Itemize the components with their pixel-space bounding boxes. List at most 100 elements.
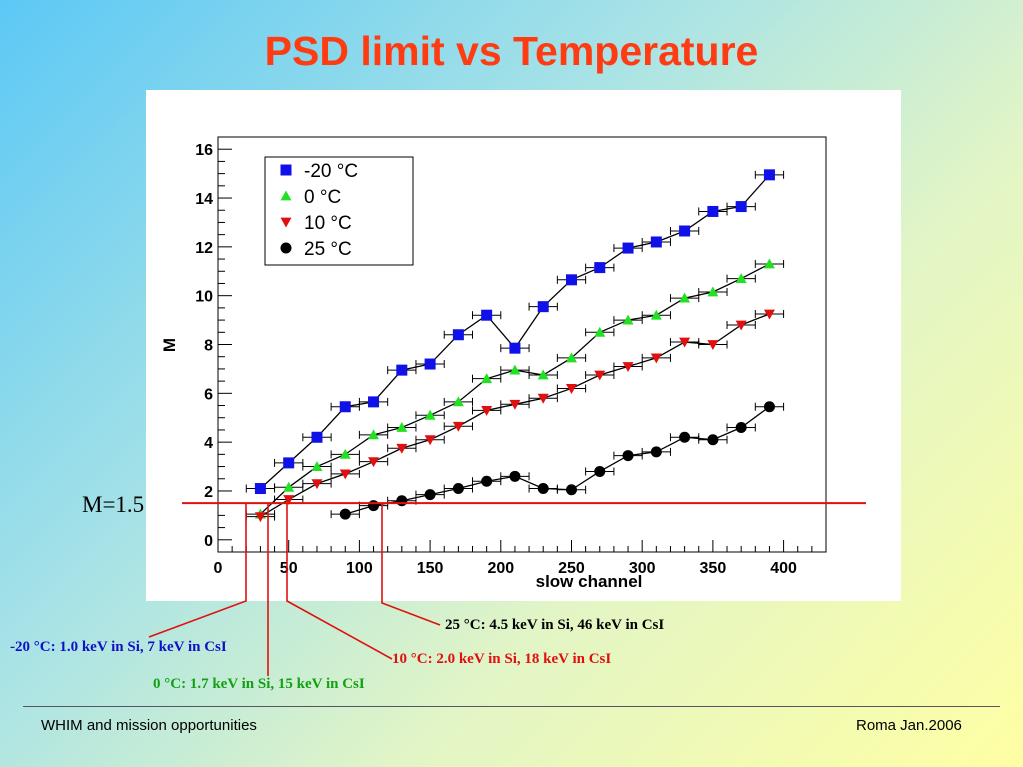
data-point: [707, 205, 719, 217]
data-point: [594, 370, 606, 381]
x-tick-label: 100: [346, 560, 373, 577]
data-point: [339, 508, 351, 520]
data-point: [537, 483, 549, 495]
data-point: [537, 369, 549, 380]
annotation-minus20: -20 °C: 1.0 keV in Si, 7 keV in CsI: [10, 639, 227, 655]
data-point: [280, 164, 292, 176]
data-point: [679, 337, 691, 348]
data-point: [594, 326, 606, 337]
data-point: [594, 262, 606, 274]
annotation-zero: 0 °C: 1.7 keV in Si, 15 keV in CsI: [153, 676, 365, 692]
x-tick-label: 350: [700, 560, 727, 577]
x-axis-label: slow channel: [536, 572, 643, 591]
data-point: [622, 362, 634, 372]
data-point: [481, 373, 493, 384]
data-point: [763, 401, 775, 413]
leader-twentyfive: [381, 503, 441, 626]
data-point: [679, 225, 691, 237]
series-20Cc: [245, 169, 785, 495]
leader-minus20: [148, 503, 247, 638]
data-point: [481, 475, 493, 487]
data-point: [622, 450, 634, 462]
data-point: [280, 217, 292, 228]
threshold-label: M=1.5: [82, 492, 145, 517]
data-point: [481, 309, 493, 321]
plot-panel: 0 50 100 150 200 250 300 350 400 0 2 4 6 8 10 12 14 16 slo…: [146, 90, 901, 601]
data-point: [707, 434, 719, 446]
y-tick-label: 2: [204, 484, 213, 501]
y-tick-label: 0: [204, 533, 213, 550]
data-point: [509, 364, 521, 375]
data-point: [339, 448, 351, 459]
x-tick-label: 0: [214, 560, 223, 577]
data-point: [707, 286, 719, 297]
y-axis-label: M: [160, 338, 179, 352]
data-point: [368, 457, 380, 468]
data-point: [311, 479, 323, 490]
slide-title: PSD limit vs Temperature: [264, 28, 759, 74]
legend-label: 0 °C: [304, 187, 341, 208]
data-point: [763, 309, 775, 320]
x-tick-label: 200: [487, 560, 514, 577]
legend-label: 25 °C: [304, 239, 352, 260]
legend-label: -20 °C: [304, 161, 358, 182]
data-point: [565, 384, 577, 394]
x-tick-label: 400: [770, 560, 797, 577]
data-point: [763, 258, 775, 269]
data-point: [424, 358, 436, 370]
data-point: [481, 406, 493, 416]
data-point: [679, 431, 691, 443]
data-point: [254, 483, 266, 495]
footer-divider: [23, 706, 1000, 707]
data-point: [280, 242, 292, 254]
y-tick-label: 8: [204, 338, 213, 355]
data-point: [763, 169, 775, 181]
data-point: [396, 422, 408, 432]
data-point: [735, 320, 747, 331]
data-point: [424, 489, 436, 501]
y-tick-label: 4: [204, 435, 213, 452]
data-point: [452, 396, 464, 407]
data-point: [368, 429, 380, 440]
annotation-twentyfive: 25 °C: 4.5 keV in Si, 46 keV in CsI: [445, 617, 665, 633]
data-point: [537, 301, 549, 313]
data-point: [537, 393, 549, 404]
data-point: [452, 329, 464, 341]
data-point: [735, 201, 747, 213]
psd-chart: 0 50 100 150 200 250 300 350 400 0 2 4 6 8 10 12 14 16 slo…: [160, 136, 827, 591]
data-point: [452, 483, 464, 495]
data-point: [254, 512, 266, 523]
data-point: [735, 273, 747, 283]
x-tick-label: 250: [558, 560, 585, 577]
y-tick-label: 12: [195, 240, 213, 257]
data-point: [650, 353, 662, 364]
data-point: [283, 457, 295, 469]
data-point: [650, 309, 662, 320]
data-point: [679, 292, 691, 303]
data-point: [650, 236, 662, 248]
x-tick-label: 50: [280, 560, 298, 577]
legend-label: 10 °C: [304, 213, 352, 234]
data-point: [283, 481, 295, 492]
data-point: [622, 314, 634, 325]
data-point: [424, 435, 436, 446]
data-point: [283, 495, 295, 506]
data-point: [565, 352, 577, 363]
annotation-ten: 10 °C: 2.0 keV in Si, 18 keV in CsI: [392, 651, 612, 667]
data-point: [650, 446, 662, 458]
data-point: [311, 461, 323, 471]
data-point: [565, 274, 577, 286]
x-tick-label: 300: [629, 560, 656, 577]
data-point: [622, 242, 634, 254]
data-point: [424, 409, 436, 420]
data-point: [280, 190, 292, 201]
data-point: [339, 401, 351, 413]
x-tick-label: 150: [417, 560, 444, 577]
y-tick-label: 14: [195, 191, 213, 208]
leader-ten: [286, 503, 393, 660]
footer-right-text: Roma Jan.2006: [856, 717, 962, 734]
data-point: [396, 364, 408, 376]
footer-left-text: WHIM and mission opportunities: [41, 717, 257, 734]
data-point: [452, 421, 464, 432]
